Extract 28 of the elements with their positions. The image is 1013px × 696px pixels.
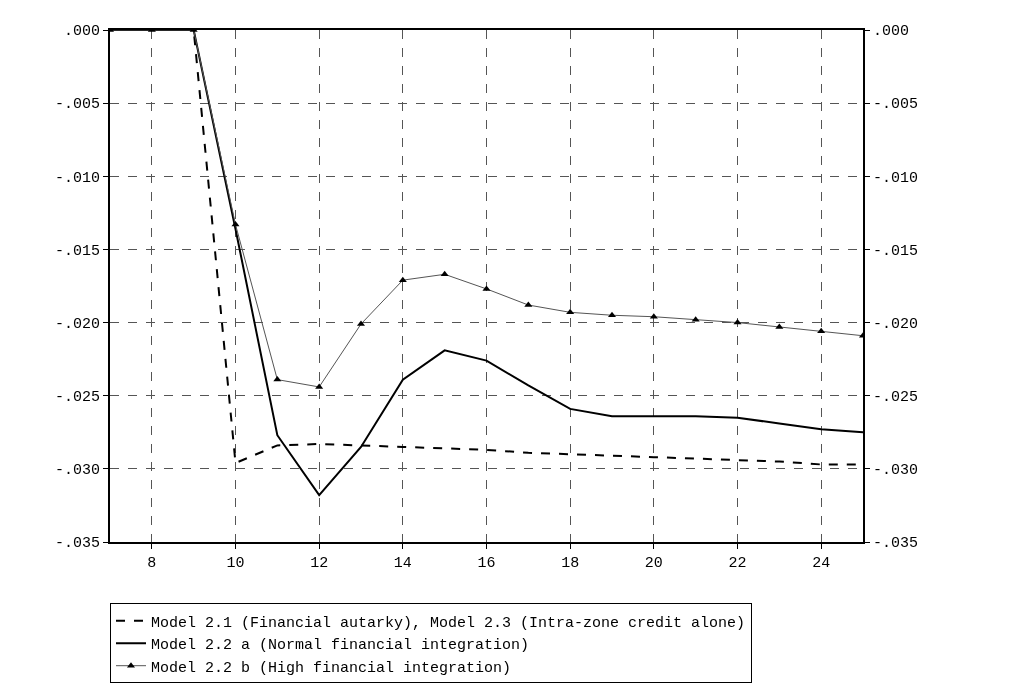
- y-tick-label: -.030: [54, 462, 100, 480]
- x-tick-label: 12: [310, 555, 329, 572]
- y-tick-label: -.025: [54, 388, 100, 406]
- y2-tick-label: -.035: [873, 535, 919, 553]
- y2-tick-label: -.005: [873, 96, 919, 114]
- y2-tick-label: -.030: [873, 462, 919, 480]
- legend-label: Model 2.2 a (Normal financial integration): [151, 637, 530, 655]
- legend-label: Model 2.2 b (High financial integration): [151, 659, 512, 677]
- y-tick-label: .000: [63, 23, 100, 41]
- y2-tick-label: .000: [873, 23, 910, 41]
- legend-label: Model 2.1 (Financial autarky), Model 2.3 (Intra-zone credit alone): [151, 614, 746, 632]
- x-tick-label: 20: [644, 555, 663, 572]
- y2-tick-label: -.025: [873, 388, 919, 406]
- x-tick-label: 18: [561, 555, 580, 572]
- y2-tick-label: -.020: [873, 315, 919, 333]
- x-tick-label: 8: [147, 555, 157, 572]
- y-tick-label: -.010: [54, 169, 100, 187]
- y-tick-label: -.005: [54, 96, 100, 114]
- x-tick-label: 14: [393, 555, 412, 572]
- y2-tick-label: -.010: [873, 169, 919, 187]
- y2-tick-label: -.015: [873, 242, 919, 260]
- x-tick-label: 16: [477, 555, 496, 572]
- x-tick-label: 22: [728, 555, 747, 572]
- x-tick-label: 10: [226, 555, 245, 572]
- y-tick-label: -.035: [54, 535, 100, 553]
- y-tick-label: -.020: [54, 315, 100, 333]
- y-tick-label: -.015: [54, 242, 100, 260]
- x-tick-label: 24: [812, 555, 831, 572]
